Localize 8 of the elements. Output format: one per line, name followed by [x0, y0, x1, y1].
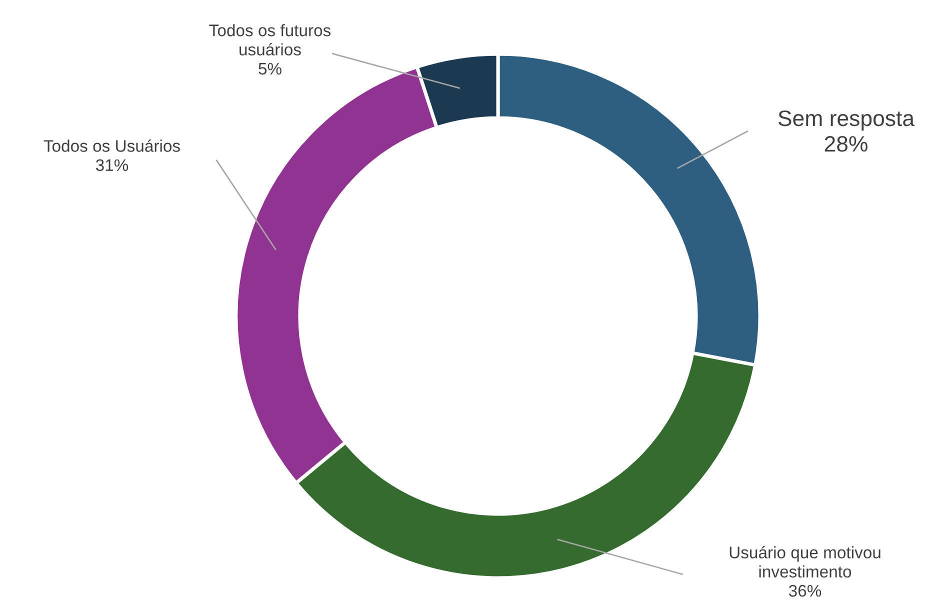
slice-label: Todos os futuros usuários	[209, 24, 331, 56]
slice-label: Todos os Usuários	[44, 139, 180, 152]
data-label: 5%	[258, 62, 282, 75]
slice-label: Sem resposta	[778, 110, 915, 131]
slice-label: Usuário que motivou investimento	[730, 546, 880, 578]
data-label: 36%	[788, 584, 822, 597]
data-label: 28%	[824, 136, 868, 152]
data-label: 31%	[96, 159, 128, 172]
